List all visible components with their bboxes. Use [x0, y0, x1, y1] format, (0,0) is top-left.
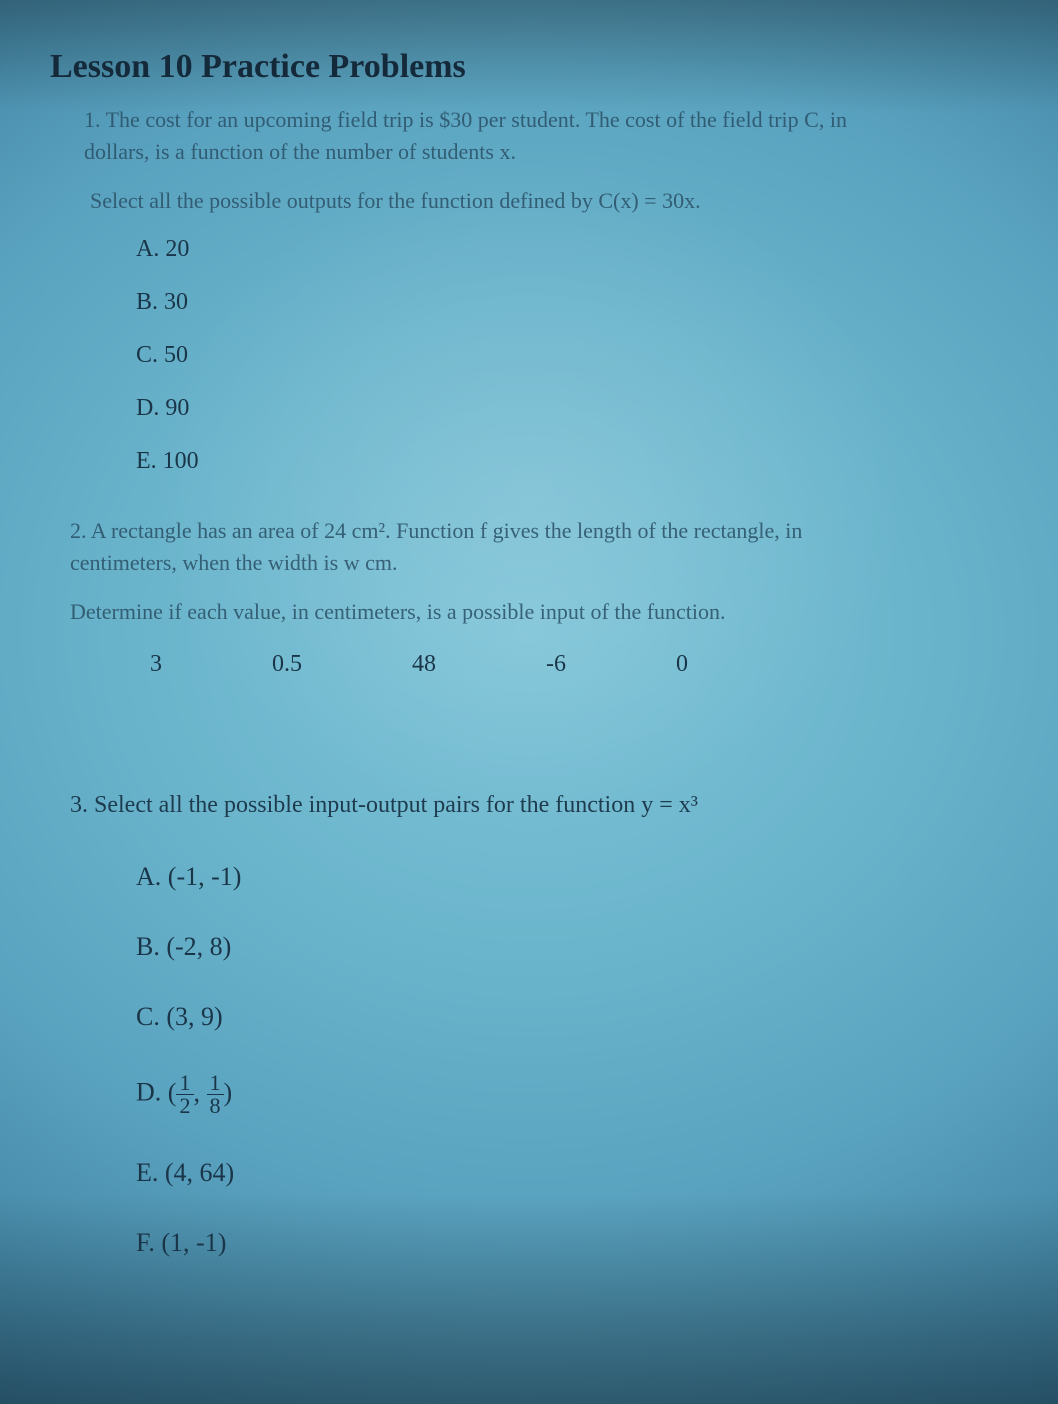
value-item: 0: [676, 651, 688, 678]
fraction: 18: [207, 1072, 224, 1117]
problem-number: 2.: [70, 518, 87, 543]
option-value: (4, 64): [165, 1158, 234, 1187]
option-value: (-1, -1): [168, 862, 242, 891]
problem-3: 3. Select all the possible input-output …: [90, 788, 988, 1258]
problem-2: 2. A rectangle has an area of 24 cm². Fu…: [90, 515, 988, 678]
problem-1-instruction: Select all the possible outputs for the …: [90, 188, 988, 214]
value-item: -6: [546, 651, 566, 678]
value-item: 3: [150, 651, 162, 678]
option-a: A. (-1, -1): [136, 862, 988, 892]
option-b: B. (-2, 8): [136, 932, 988, 962]
option-b: B. 30: [136, 289, 988, 316]
value-item: 48: [412, 651, 436, 678]
denominator: 2: [176, 1095, 193, 1117]
problem-1-options: A. 20 B. 30 C. 50 D. 90 E. 100: [136, 236, 988, 475]
numerator: 1: [207, 1072, 224, 1095]
problem-text-line: dollars, is a function of the number of …: [84, 139, 516, 164]
problem-2-instruction: Determine if each value, in centimeters,…: [70, 599, 988, 625]
option-a: A. 20: [136, 236, 988, 263]
paren: ): [224, 1078, 233, 1107]
option-d: D. 90: [136, 395, 988, 422]
option-value: 20: [165, 236, 189, 262]
problem-3-options: A. (-1, -1) B. (-2, 8) C. (3, 9) D. (12,…: [136, 862, 988, 1257]
problem-text-line: Select all the possible input-output pai…: [94, 792, 698, 818]
option-c: C. 50: [136, 342, 988, 369]
option-value: 90: [165, 395, 189, 421]
option-e: E. (4, 64): [136, 1158, 988, 1188]
lesson-title: Lesson 10 Practice Problems: [50, 48, 988, 86]
problem-1-text: 1. The cost for an upcoming field trip i…: [84, 104, 988, 168]
option-value: 30: [164, 289, 188, 315]
option-value: (1, -1): [161, 1228, 226, 1257]
problem-number: 3.: [70, 792, 88, 818]
option-value: (3, 9): [166, 1002, 222, 1031]
problem-text-line: centimeters, when the width is w cm.: [70, 550, 397, 575]
problem-text-line: A rectangle has an area of 24 cm². Funct…: [91, 518, 803, 543]
option-value: 100: [163, 448, 199, 474]
value-item: 0.5: [272, 651, 302, 678]
problem-3-text: 3. Select all the possible input-output …: [70, 788, 988, 823]
option-e: E. 100: [136, 448, 988, 475]
option-value: 50: [164, 342, 188, 368]
problem-2-values: 3 0.5 48 -6 0: [150, 651, 988, 678]
option-value: (12, 18): [168, 1078, 232, 1107]
option-d: D. (12, 18): [136, 1072, 988, 1117]
numerator: 1: [176, 1072, 193, 1095]
option-value: (-2, 8): [166, 932, 231, 961]
problem-number: 1.: [84, 107, 101, 132]
option-f: F. (1, -1): [136, 1228, 988, 1258]
fraction: 12: [176, 1072, 193, 1117]
denominator: 8: [207, 1095, 224, 1117]
problem-2-text: 2. A rectangle has an area of 24 cm². Fu…: [70, 515, 988, 579]
separator: ,: [194, 1078, 207, 1107]
paren: (: [168, 1078, 177, 1107]
option-c: C. (3, 9): [136, 1002, 988, 1032]
problem-text-line: The cost for an upcoming field trip is $…: [106, 107, 847, 132]
problem-1: 1. The cost for an upcoming field trip i…: [90, 104, 988, 475]
